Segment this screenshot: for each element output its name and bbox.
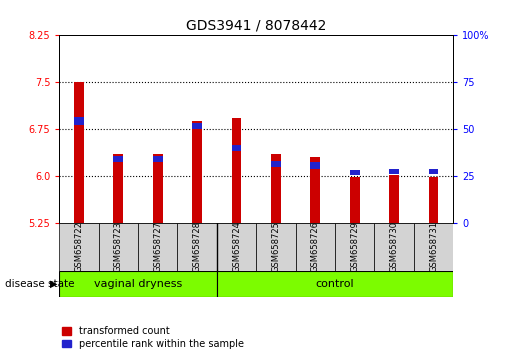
- Bar: [296, 223, 335, 271]
- Bar: [256, 223, 296, 271]
- Title: GDS3941 / 8078442: GDS3941 / 8078442: [186, 19, 327, 33]
- Bar: [271, 154, 281, 223]
- Text: GSM658726: GSM658726: [311, 221, 320, 273]
- Text: GSM658724: GSM658724: [232, 222, 241, 272]
- Bar: [335, 223, 374, 271]
- Bar: [428, 177, 438, 223]
- Bar: [389, 169, 399, 173]
- Bar: [192, 121, 202, 223]
- Bar: [138, 223, 177, 271]
- Text: ▶: ▶: [50, 279, 58, 289]
- Bar: [217, 271, 453, 297]
- Bar: [271, 161, 281, 167]
- Bar: [59, 223, 99, 271]
- Bar: [113, 156, 123, 162]
- Bar: [177, 223, 217, 271]
- Bar: [389, 176, 399, 223]
- Bar: [74, 82, 84, 223]
- Bar: [99, 223, 138, 271]
- Bar: [350, 170, 359, 175]
- Bar: [350, 177, 359, 223]
- Text: GSM658722: GSM658722: [75, 222, 83, 272]
- Text: vaginal dryness: vaginal dryness: [94, 279, 182, 289]
- Bar: [217, 223, 256, 271]
- Text: GSM658728: GSM658728: [193, 221, 201, 273]
- Text: GSM658730: GSM658730: [390, 221, 399, 273]
- Text: GSM658727: GSM658727: [153, 221, 162, 273]
- Text: disease state: disease state: [5, 279, 75, 289]
- Bar: [59, 271, 217, 297]
- Text: GSM658725: GSM658725: [271, 222, 280, 272]
- Bar: [232, 118, 242, 223]
- Legend: transformed count, percentile rank within the sample: transformed count, percentile rank withi…: [61, 326, 244, 349]
- Bar: [428, 169, 438, 173]
- Bar: [374, 223, 414, 271]
- Bar: [414, 223, 453, 271]
- Text: GSM658723: GSM658723: [114, 221, 123, 273]
- Bar: [192, 123, 202, 129]
- Bar: [311, 162, 320, 169]
- Text: GSM658729: GSM658729: [350, 222, 359, 272]
- Bar: [232, 145, 242, 151]
- Bar: [311, 157, 320, 223]
- Bar: [153, 156, 163, 162]
- Bar: [153, 154, 163, 223]
- Text: control: control: [316, 279, 354, 289]
- Text: GSM658731: GSM658731: [429, 221, 438, 273]
- Bar: [74, 117, 84, 125]
- Bar: [113, 154, 123, 223]
